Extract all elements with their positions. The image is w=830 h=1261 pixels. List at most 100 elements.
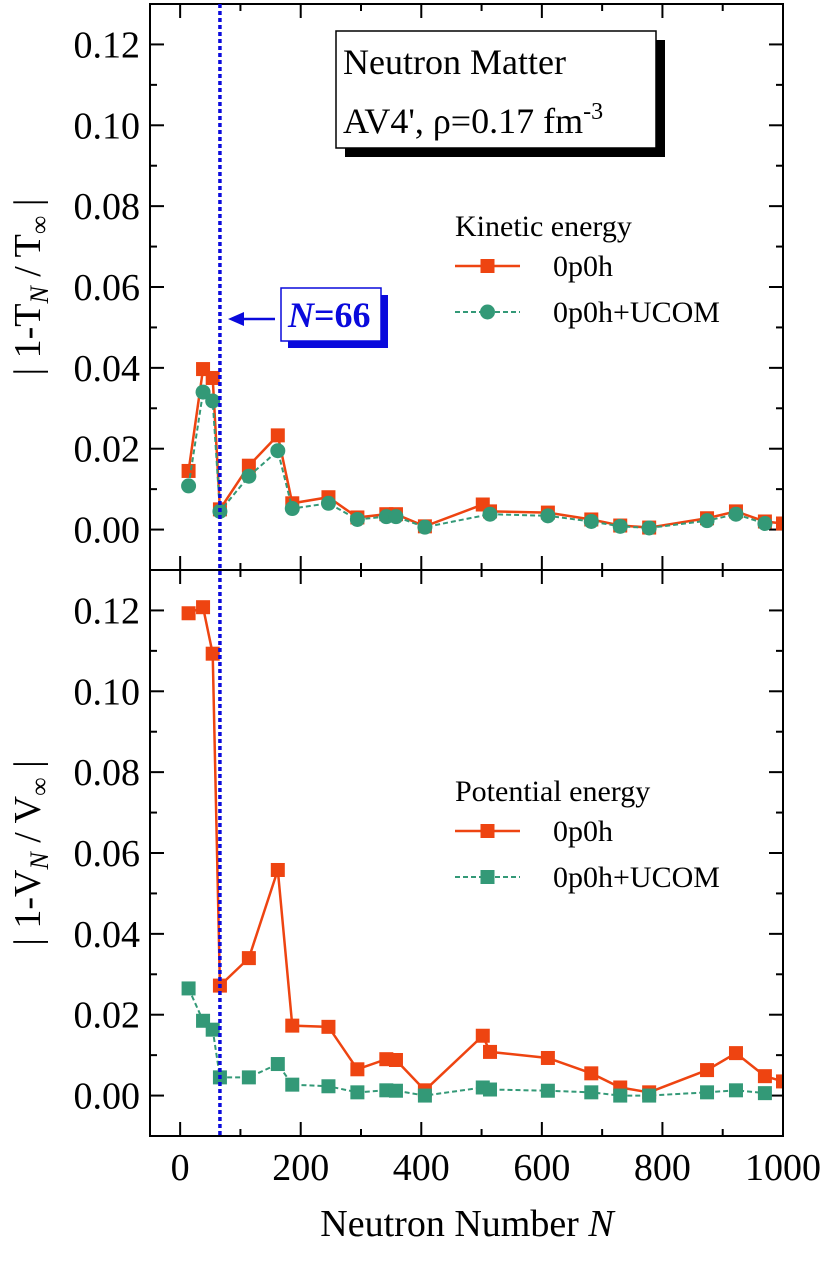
- data-point: [483, 1044, 498, 1059]
- data-point: [205, 370, 220, 385]
- annotation-arrow-head: [228, 312, 244, 326]
- data-point: [270, 428, 285, 443]
- data-point: [699, 513, 715, 529]
- x-tick-label: 400: [393, 1147, 450, 1189]
- legend-marker: [480, 824, 495, 838]
- data-point: [540, 1050, 555, 1065]
- data-point: [241, 468, 257, 484]
- data-point: [728, 1046, 743, 1061]
- legend-marker: [480, 870, 495, 884]
- data-point: [270, 1057, 285, 1072]
- y-axis-title-part: |: [7, 198, 49, 215]
- annotation-label: N=66: [287, 295, 371, 335]
- data-point: [181, 478, 197, 494]
- x-axis-title: Neutron Number N: [320, 1203, 616, 1245]
- data-point: [613, 1088, 628, 1103]
- data-point: [241, 458, 256, 473]
- data-point: [320, 495, 336, 511]
- data-point: [483, 1082, 498, 1097]
- y-axis-title-sub: N: [25, 285, 54, 305]
- y-axis-title-part: / V: [7, 795, 49, 852]
- legend-entry: 0p0h: [553, 815, 613, 848]
- x-tick-label: 200: [272, 1147, 329, 1189]
- data-point: [700, 1085, 715, 1100]
- data-point: [241, 951, 256, 966]
- data-point: [181, 606, 196, 621]
- series-0p0h: [181, 600, 783, 1100]
- data-point: [270, 443, 286, 459]
- y-tick-label: 0.04: [74, 914, 141, 956]
- annotation-label-rest: =66: [314, 295, 371, 335]
- x-tick-label: 1000: [745, 1147, 821, 1189]
- info-box: [335, 30, 657, 149]
- data-point: [757, 516, 773, 532]
- info-box-line1: Neutron Matter: [343, 42, 566, 82]
- data-point: [583, 513, 599, 529]
- x-tick-label: 800: [634, 1147, 691, 1189]
- y-tick-label: 0.02: [74, 995, 141, 1037]
- y-axis-title-part: |: [7, 760, 49, 777]
- y-axis-title-part: | 1-V: [7, 869, 49, 946]
- y-axis-title-sub: ∞: [25, 216, 54, 235]
- x-tick-label: 0: [171, 1147, 190, 1189]
- chart-panel-top: 0.00 0.02 0.04 0.06 0.08 0.10 0.12 Kinetic ener…: [7, 3, 784, 571]
- y-axis-title: | 1-TN / T∞ |: [7, 198, 54, 375]
- legend-marker: [480, 304, 495, 320]
- info-box-line2-sup: -3: [583, 99, 603, 125]
- data-point: [285, 1018, 300, 1033]
- series-line: [187, 988, 766, 1097]
- y-tick-label: 0.10: [74, 671, 141, 713]
- series-line: [187, 366, 783, 529]
- data-point: [241, 1070, 256, 1085]
- x-tick-label: 600: [513, 1147, 570, 1189]
- data-point: [475, 1028, 490, 1043]
- data-point: [321, 1019, 336, 1034]
- legend-entry: 0p0h+UCOM: [553, 296, 720, 329]
- data-point: [700, 1063, 715, 1078]
- data-point: [284, 501, 300, 517]
- y-axis-title-sub: N: [25, 851, 54, 871]
- legend-marker: [480, 259, 495, 273]
- legend-title: Kinetic energy: [455, 210, 632, 243]
- y-tick-label: 0.12: [74, 590, 141, 632]
- data-point: [321, 1079, 336, 1094]
- data-point: [584, 1066, 599, 1081]
- data-point: [540, 508, 556, 524]
- data-point: [388, 509, 404, 525]
- info-box-line2-text: AV4', ρ=0.17 fm: [343, 101, 583, 141]
- data-point: [417, 1088, 432, 1103]
- data-point: [270, 862, 285, 877]
- y-axis-title-sub: ∞: [25, 777, 54, 796]
- y-axis-title: | 1-VN / V∞ |: [7, 760, 54, 946]
- data-point: [584, 1085, 599, 1100]
- series-0p0h-ucom: [181, 981, 772, 1103]
- y-tick-label: 0.04: [74, 348, 141, 390]
- series-0p0h-ucom: [181, 384, 773, 536]
- y-axis-title-part: / T: [7, 234, 49, 286]
- data-point: [205, 393, 221, 409]
- legend-title: Potential energy: [455, 775, 650, 808]
- y-tick-label: 0.08: [74, 186, 141, 228]
- data-point: [482, 506, 498, 522]
- legend-entry: 0p0h: [553, 250, 613, 283]
- data-point: [196, 600, 211, 615]
- series-line: [188, 605, 783, 1094]
- legend-entry: 0p0h+UCOM: [553, 861, 720, 894]
- data-point: [641, 520, 657, 536]
- y-tick-label: 0.00: [74, 510, 141, 552]
- y-tick-label: 0.06: [74, 267, 141, 309]
- y-tick-label: 0.08: [74, 752, 141, 794]
- data-point: [757, 1069, 772, 1084]
- data-point: [350, 1062, 365, 1077]
- chart-panel-bottom: 0.00 0.02 0.04 0.06 0.08 0.10 0.12 Potential en…: [7, 569, 784, 1137]
- data-point: [388, 1083, 403, 1098]
- data-point: [349, 511, 365, 527]
- annotation-box: [280, 287, 382, 342]
- data-point: [612, 518, 628, 534]
- data-point: [417, 519, 433, 535]
- info-box-line2: AV4', ρ=0.17 fm-3: [343, 99, 603, 141]
- data-point: [350, 1085, 365, 1100]
- data-point: [776, 516, 783, 531]
- y-tick-label: 0.02: [74, 429, 141, 471]
